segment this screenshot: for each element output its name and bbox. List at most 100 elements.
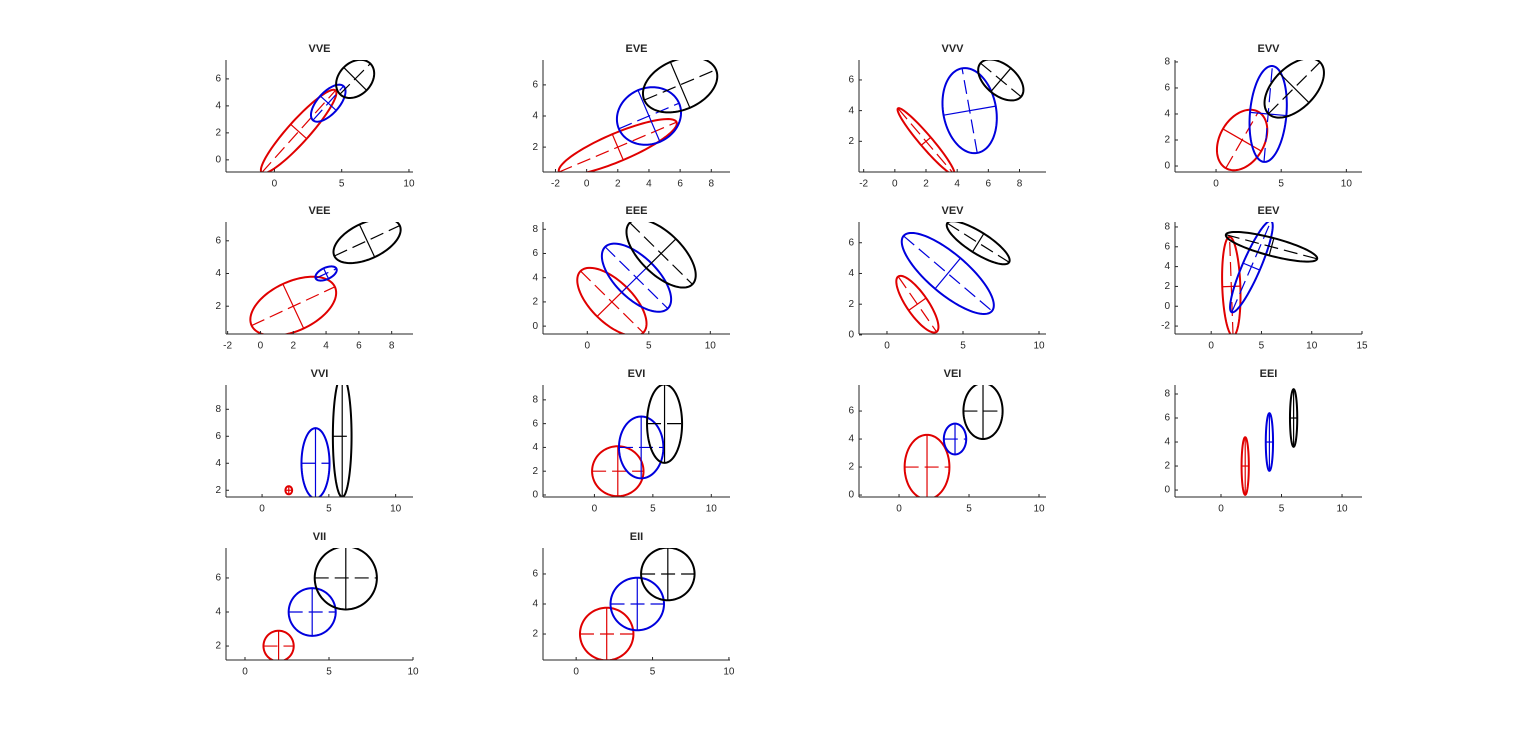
subplot: VEE -2 0 2 4 6 8 2 4 6 xyxy=(215,205,413,352)
y-tick-label: 2 xyxy=(1164,461,1170,472)
x-tick-label: 5 xyxy=(1278,179,1284,190)
subplot-title: EVV xyxy=(1257,43,1280,55)
ellipse xyxy=(313,548,378,611)
y-tick-label: 6 xyxy=(848,75,854,86)
subplot: VVE 0 5 10 0 2 4 6 xyxy=(215,43,415,190)
y-tick-label: 6 xyxy=(532,80,538,91)
subplot-title: VVV xyxy=(941,43,964,55)
minor-axis xyxy=(358,224,376,258)
x-tick-label: 0 xyxy=(242,667,248,678)
y-tick-label: 8 xyxy=(1164,222,1170,233)
subplot: VEI 0 5 10 0 2 4 6 xyxy=(848,368,1046,515)
y-tick-label: 0 xyxy=(215,154,221,165)
x-tick-label: 0 xyxy=(896,504,902,515)
subplot-title: EVE xyxy=(625,43,647,55)
y-tick-label: 4 xyxy=(848,268,854,279)
y-tick-label: 6 xyxy=(848,406,854,417)
x-tick-label: 10 xyxy=(1306,341,1318,352)
x-tick-label: 0 xyxy=(892,179,898,190)
minor-axis xyxy=(1222,128,1262,152)
minor-axis xyxy=(611,133,624,161)
subplot: VVV -2 0 2 4 6 8 2 4 6 xyxy=(848,43,1046,190)
plot-area xyxy=(259,60,376,172)
y-tick-label: 4 xyxy=(532,599,538,610)
minor-axis xyxy=(1222,285,1241,288)
subplot-title: EII xyxy=(630,531,643,543)
ellipse xyxy=(942,422,968,456)
ellipse xyxy=(941,67,998,155)
y-tick-label: 2 xyxy=(532,297,538,308)
y-tick-label: 0 xyxy=(1164,485,1170,496)
x-tick-label: 10 xyxy=(723,667,735,678)
major-axis xyxy=(1268,61,1321,115)
x-tick-label: 0 xyxy=(585,341,591,352)
x-tick-label: 0 xyxy=(258,341,264,352)
x-tick-label: 10 xyxy=(1341,179,1353,190)
y-tick-label: 6 xyxy=(848,237,854,248)
y-tick-label: 4 xyxy=(1164,437,1170,448)
y-tick-label: 8 xyxy=(215,404,221,415)
x-tick-label: -2 xyxy=(223,341,232,352)
minor-axis xyxy=(972,233,985,253)
x-tick-label: 5 xyxy=(326,504,332,515)
ellipse xyxy=(335,60,376,99)
y-tick-label: 6 xyxy=(215,573,221,584)
minor-axis xyxy=(1242,262,1260,271)
x-tick-label: 5 xyxy=(339,179,345,190)
subplot: VVI 0 5 10 2 4 6 8 xyxy=(215,368,413,515)
y-tick-label: 6 xyxy=(1164,83,1170,94)
ellipse xyxy=(641,60,719,114)
subplot-title: VVI xyxy=(311,368,329,380)
x-tick-label: 0 xyxy=(592,504,598,515)
minor-axis xyxy=(645,238,677,269)
ellipse xyxy=(1221,235,1242,334)
y-tick-label: 8 xyxy=(1164,57,1170,68)
x-tick-label: 4 xyxy=(646,179,652,190)
plot-area xyxy=(1240,388,1299,496)
x-tick-label: 8 xyxy=(709,179,715,190)
plot-area xyxy=(557,60,719,172)
subplot-title: VII xyxy=(313,531,326,543)
x-tick-label: 5 xyxy=(966,504,972,515)
ellipse xyxy=(1288,388,1299,448)
subplot: EII 0 5 10 2 4 6 xyxy=(532,531,734,678)
x-tick-label: 6 xyxy=(677,179,683,190)
y-tick-label: 0 xyxy=(1164,301,1170,312)
subplot: EVV 0 5 10 0 2 4 6 8 xyxy=(1164,43,1362,190)
y-tick-label: 4 xyxy=(1164,109,1170,120)
ellipse xyxy=(578,606,635,660)
y-tick-label: 4 xyxy=(532,272,538,283)
x-tick-label: 0 xyxy=(584,179,590,190)
minor-axis xyxy=(343,67,367,91)
y-tick-label: 2 xyxy=(848,136,854,147)
x-tick-label: 2 xyxy=(923,179,929,190)
minor-axis xyxy=(319,95,337,111)
y-tick-label: 2 xyxy=(532,629,538,640)
subplot-title: EEV xyxy=(1257,205,1280,217)
x-tick-label: 5 xyxy=(326,667,332,678)
ellipse xyxy=(314,265,338,282)
plot-area xyxy=(578,548,696,660)
plot-area xyxy=(1221,222,1319,334)
minor-axis xyxy=(920,136,932,146)
major-axis xyxy=(644,69,717,101)
y-tick-label: 4 xyxy=(532,442,538,453)
plot-area xyxy=(896,60,1025,172)
minor-axis xyxy=(943,105,996,116)
plot-area xyxy=(1215,60,1325,172)
ellipse xyxy=(1224,230,1319,263)
x-tick-label: 10 xyxy=(407,667,419,678)
subplot: VII 0 5 10 2 4 6 xyxy=(215,531,419,678)
subplot: EVE -2 0 2 4 6 8 2 4 6 xyxy=(532,43,730,190)
y-tick-label: 0 xyxy=(532,490,538,501)
plot-area xyxy=(284,385,353,497)
y-tick-label: 0 xyxy=(532,321,538,332)
y-tick-label: 8 xyxy=(1164,389,1170,400)
subplot-title: VEE xyxy=(308,205,330,217)
y-tick-label: 4 xyxy=(532,111,538,122)
x-tick-label: 0 xyxy=(884,341,890,352)
x-tick-label: 4 xyxy=(954,179,960,190)
ellipse xyxy=(259,88,338,172)
